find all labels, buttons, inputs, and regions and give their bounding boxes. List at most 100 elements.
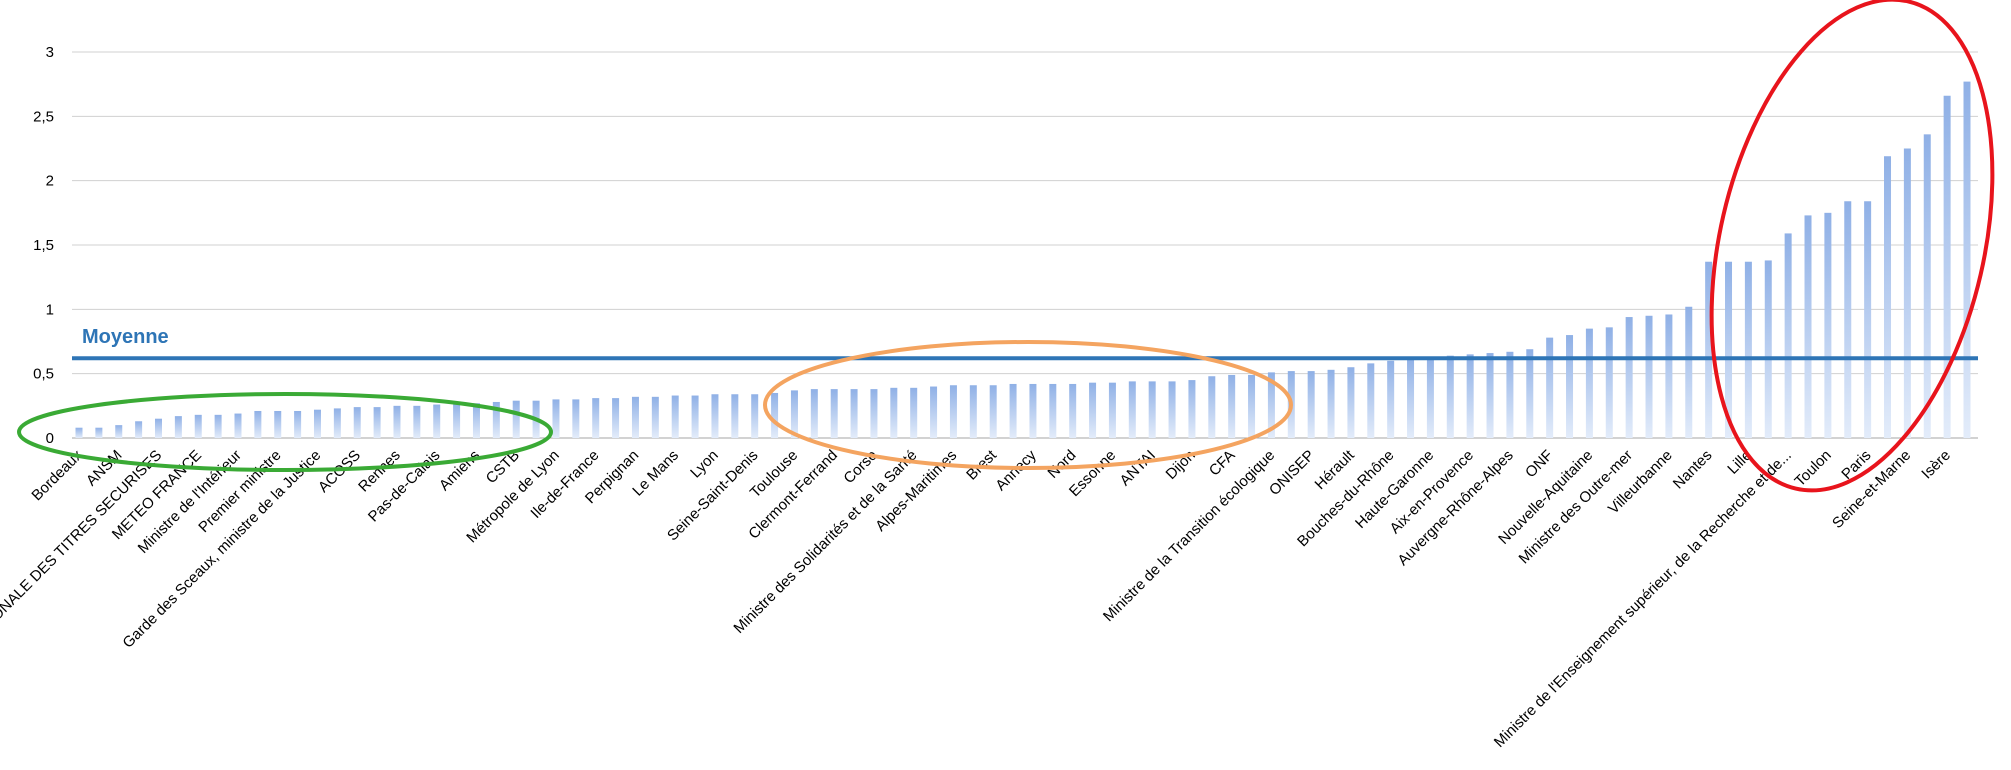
bar <box>1645 315 1653 438</box>
bar <box>731 394 739 438</box>
bar <box>95 427 103 438</box>
bars <box>75 81 1971 439</box>
bar <box>294 410 302 438</box>
bar <box>333 408 341 438</box>
y-tick-label: 3 <box>46 44 54 61</box>
bar <box>1744 261 1752 438</box>
x-tick-label: Ministre de l'Enseignement supérieur, de… <box>1491 447 1795 751</box>
bar <box>1784 233 1792 438</box>
y-axis-tick-labels: 0 0,5 1 1,5 2 2,5 3 <box>33 44 54 447</box>
bar <box>1446 355 1454 438</box>
bar <box>154 418 162 438</box>
bar <box>194 414 202 438</box>
bar <box>572 399 580 438</box>
y-tick-label: 1 <box>46 301 54 318</box>
bar <box>1844 201 1852 438</box>
bar <box>1267 372 1275 438</box>
bar <box>453 403 461 438</box>
bar <box>631 396 639 438</box>
bar <box>1049 383 1057 438</box>
bar <box>492 401 500 438</box>
bar <box>671 395 679 438</box>
bar <box>1148 381 1156 438</box>
bar <box>1387 360 1395 438</box>
bar <box>790 390 798 438</box>
bar <box>1228 374 1236 438</box>
bar <box>1585 328 1593 438</box>
bar <box>830 389 838 438</box>
x-tick-label: AGENCE NATIONALE DES TITRES SECURISES <box>0 447 165 696</box>
bar <box>771 392 779 438</box>
bar <box>711 394 719 438</box>
x-tick-label: Toulon <box>1791 447 1834 490</box>
annotation-ellipse <box>17 392 553 472</box>
bar <box>373 407 381 438</box>
bar <box>1804 215 1812 438</box>
bar <box>1546 337 1554 438</box>
y-tick-label: 0,5 <box>33 366 54 383</box>
bar <box>890 387 898 438</box>
bar <box>1824 212 1832 438</box>
bar <box>810 389 818 438</box>
bar <box>1923 134 1931 438</box>
bar <box>1168 381 1176 438</box>
bar <box>949 385 957 438</box>
mean-label: Moyenne <box>82 326 169 348</box>
bar <box>1307 371 1315 438</box>
bar <box>592 398 600 438</box>
bar <box>1009 383 1017 438</box>
bar <box>174 416 182 438</box>
bar <box>691 395 699 438</box>
bar <box>1665 314 1673 438</box>
gridlines <box>72 51 1978 439</box>
bar <box>512 400 520 438</box>
bar <box>274 410 282 438</box>
x-tick-label: Isère <box>1918 447 1954 483</box>
bar <box>353 407 361 438</box>
x-tick-label: ANTAI <box>1117 447 1159 489</box>
bar <box>1069 383 1077 438</box>
bar <box>1347 367 1355 438</box>
bar <box>1327 369 1335 438</box>
x-tick-label: Lille <box>1724 447 1755 478</box>
bar <box>969 385 977 438</box>
x-tick-label: Annecy <box>992 446 1040 494</box>
bar <box>1605 327 1613 438</box>
x-tick-label: Nantes <box>1670 447 1716 493</box>
y-tick-label: 2,5 <box>33 108 54 125</box>
x-tick-label: Lyon <box>687 447 722 482</box>
bar <box>1188 380 1196 438</box>
bar <box>115 425 123 438</box>
bar <box>1685 306 1693 438</box>
x-tick-label: Pas-de-Calais <box>365 447 444 526</box>
x-tick-label: Ministre des Solidarités et de la Santé <box>730 447 920 637</box>
bar <box>75 427 83 438</box>
bar <box>1566 335 1574 438</box>
bar <box>1943 95 1951 438</box>
bar <box>1426 356 1434 438</box>
x-tick-label: Amiens <box>436 447 483 494</box>
bar <box>254 410 262 438</box>
bar <box>1128 381 1136 438</box>
bar <box>1705 261 1713 438</box>
bar <box>472 403 480 438</box>
bar <box>1367 363 1375 438</box>
annotation-ellipses <box>17 0 1995 493</box>
bar <box>1625 317 1633 438</box>
bar <box>651 396 659 438</box>
bar <box>1029 383 1037 438</box>
bar <box>850 389 858 438</box>
bar <box>135 421 143 438</box>
bar <box>413 405 421 438</box>
bar <box>870 389 878 438</box>
bar <box>1108 382 1116 438</box>
y-tick-label: 1,5 <box>33 237 54 254</box>
bar <box>552 399 560 438</box>
bar <box>1903 148 1911 438</box>
bar <box>910 387 918 438</box>
bar <box>1089 382 1097 438</box>
bar <box>1486 353 1494 438</box>
bar <box>433 404 441 438</box>
bar <box>393 405 401 438</box>
